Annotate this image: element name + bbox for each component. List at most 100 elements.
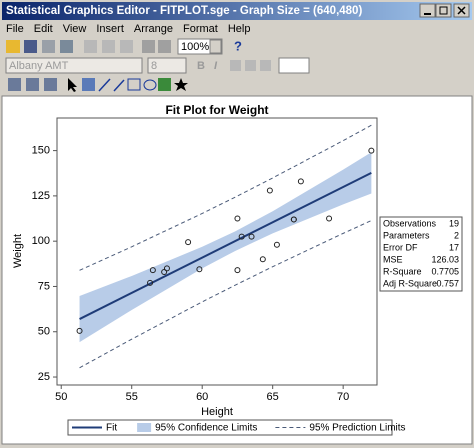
x-tick-label: 60	[196, 391, 208, 403]
menu-bar: File Edit View Insert Arrange Format Help	[6, 23, 250, 35]
stat-label: MSE	[383, 254, 403, 264]
fit-line	[79, 171, 372, 320]
minimize[interactable]	[419, 3, 436, 18]
y-tick-label: 50	[38, 326, 50, 338]
stat-value: 126.03	[431, 254, 459, 264]
line-tool[interactable]	[98, 78, 111, 92]
tool-3[interactable]	[44, 78, 57, 91]
font-box[interactable]	[5, 57, 143, 74]
title-bar	[2, 2, 472, 20]
align-left[interactable]	[230, 60, 241, 71]
point	[273, 241, 280, 248]
legend-label: 95% Confidence Limits	[155, 423, 257, 434]
point	[163, 265, 170, 272]
point	[76, 327, 83, 334]
preview-icon[interactable]	[60, 40, 73, 53]
stat-label: Error DF	[383, 242, 418, 252]
font-size-box[interactable]	[147, 57, 187, 74]
align-right[interactable]	[260, 60, 271, 71]
point	[368, 147, 375, 154]
tool-1[interactable]	[8, 78, 21, 91]
menu-item[interactable]: Help	[228, 23, 251, 35]
menu-item[interactable]: Insert	[96, 23, 124, 35]
menu-item[interactable]: Arrange	[134, 23, 173, 35]
pointer-tool[interactable]	[68, 78, 77, 92]
y-axis-label: Weight	[12, 234, 24, 268]
toolbar-1: 100% ?	[6, 38, 242, 55]
graph-tool[interactable]	[82, 78, 95, 91]
zoom-value: 100%	[181, 41, 209, 53]
point	[234, 267, 241, 274]
stat-value: 0.757	[436, 278, 459, 288]
save-icon[interactable]	[24, 40, 37, 53]
x-tick-label: 55	[126, 391, 138, 403]
bold-button[interactable]: B	[197, 60, 205, 72]
point	[161, 268, 168, 275]
maximize[interactable]	[435, 3, 452, 18]
point	[248, 233, 255, 240]
legend-label: 95% Prediction Limits	[309, 423, 405, 434]
stat-label: R-Square	[383, 266, 422, 276]
x-tick-label: 70	[337, 391, 349, 403]
y-tick-label: 100	[32, 235, 50, 247]
stat-value: 0.7705	[431, 266, 459, 276]
legend-label: Fit	[106, 423, 117, 434]
stat-label: Parameters	[383, 230, 430, 240]
undo-icon[interactable]	[142, 40, 155, 53]
y-tick-label: 150	[32, 145, 50, 157]
y-tick-label: 25	[38, 371, 50, 383]
tool-2[interactable]	[26, 78, 39, 91]
point	[149, 267, 156, 274]
paste-icon[interactable]	[120, 40, 133, 53]
font-name: Albany AMT	[9, 60, 69, 72]
color-box[interactable]	[278, 57, 310, 74]
x-tick-label: 50	[55, 391, 67, 403]
point	[297, 178, 304, 185]
menu-item[interactable]: File	[6, 23, 24, 35]
prediction-limit	[79, 124, 372, 271]
confidence-band	[79, 152, 372, 343]
redo-icon[interactable]	[158, 40, 171, 53]
ellipse-tool[interactable]	[143, 79, 157, 91]
y-tick-label: 125	[32, 190, 50, 202]
image-tool[interactable]	[158, 78, 171, 91]
x-tick-label: 65	[267, 391, 279, 403]
menu-item[interactable]: View	[63, 23, 87, 35]
plot-frame	[56, 117, 378, 386]
toolbar-2: Albany AMT 8 B I	[5, 57, 310, 74]
stat-label: Observations	[383, 218, 437, 228]
italic-button[interactable]: I	[214, 60, 218, 72]
menu-item[interactable]: Format	[183, 23, 218, 35]
cut-icon[interactable]	[84, 40, 97, 53]
window-buttons[interactable]	[419, 3, 470, 18]
point	[266, 187, 273, 194]
arrow-tool[interactable]	[113, 79, 125, 92]
font-size: 8	[151, 60, 157, 72]
align-center[interactable]	[245, 60, 256, 71]
help-button[interactable]: ?	[234, 38, 242, 53]
open-icon[interactable]	[6, 40, 20, 53]
point	[259, 256, 266, 263]
prediction-limit	[79, 220, 372, 369]
rect-tool[interactable]	[127, 78, 141, 91]
stats-box	[379, 216, 463, 292]
y-tick-label: 75	[38, 280, 50, 292]
stat-value: 19	[449, 218, 459, 228]
star-tool[interactable]	[174, 78, 188, 91]
plot: 50 55 60 65 70 25 50 75 100 125 150 Observations 19 P…	[32, 117, 463, 436]
window-title: Statistical Graphics Editor - FITPLOT.sg…	[6, 5, 362, 17]
copy-icon[interactable]	[102, 40, 115, 53]
point	[326, 215, 333, 222]
menu-item[interactable]: Edit	[34, 23, 53, 35]
point	[185, 239, 192, 246]
print-icon[interactable]	[42, 40, 55, 53]
legend-swatch	[137, 423, 152, 432]
point	[147, 279, 154, 286]
point	[196, 266, 203, 273]
stat-value: 2	[454, 230, 459, 240]
toolbar-3	[8, 78, 188, 92]
stat-value: 17	[449, 242, 459, 252]
point	[238, 233, 245, 240]
